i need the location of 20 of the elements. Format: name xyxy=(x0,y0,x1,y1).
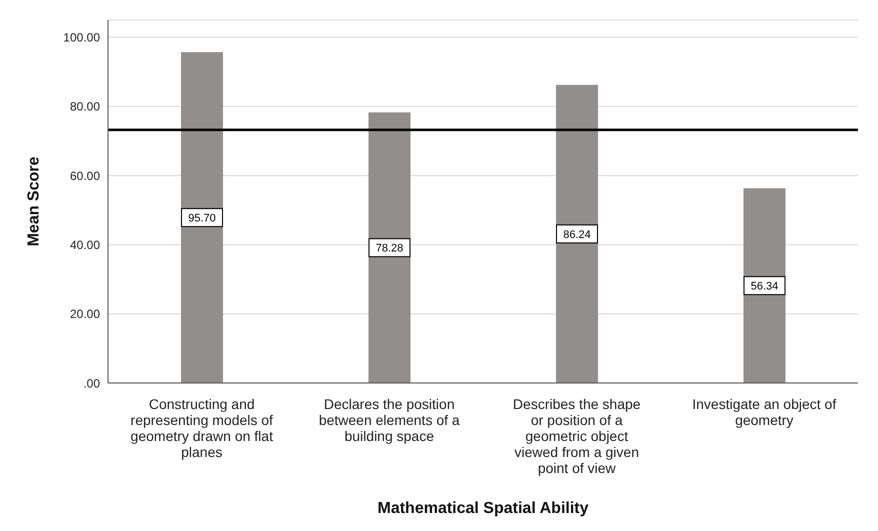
bar xyxy=(744,188,786,383)
y-tick-label: 20.00 xyxy=(70,307,100,322)
x-axis-title: Mathematical Spatial Ability xyxy=(377,500,589,517)
y-tick-label: 40.00 xyxy=(70,238,100,252)
y-tick-label: 80.00 xyxy=(70,100,100,114)
y-axis-title: Mean Score xyxy=(26,156,43,246)
y-tick-label: .00 xyxy=(83,376,100,390)
data-label: 56.34 xyxy=(750,280,778,293)
y-tick-label: 100.00 xyxy=(63,30,100,45)
x-tick-label: Constructing and representing models of geometry drawn on flat planes xyxy=(130,396,274,460)
x-tick-label: Declares the position between elements of a building space xyxy=(318,396,460,444)
x-tick-label: Describes the shape or position of a geometric object viewed from a given point of view xyxy=(512,396,641,476)
y-tick-label: 60.00 xyxy=(70,168,100,183)
bar xyxy=(181,52,223,383)
bar xyxy=(556,84,598,383)
data-label: 86.24 xyxy=(563,228,591,241)
data-label: 78.28 xyxy=(376,242,404,255)
data-label: 95.70 xyxy=(188,212,216,225)
bar xyxy=(368,112,410,383)
x-tick-label: Investigate an object of geometry xyxy=(692,396,836,428)
